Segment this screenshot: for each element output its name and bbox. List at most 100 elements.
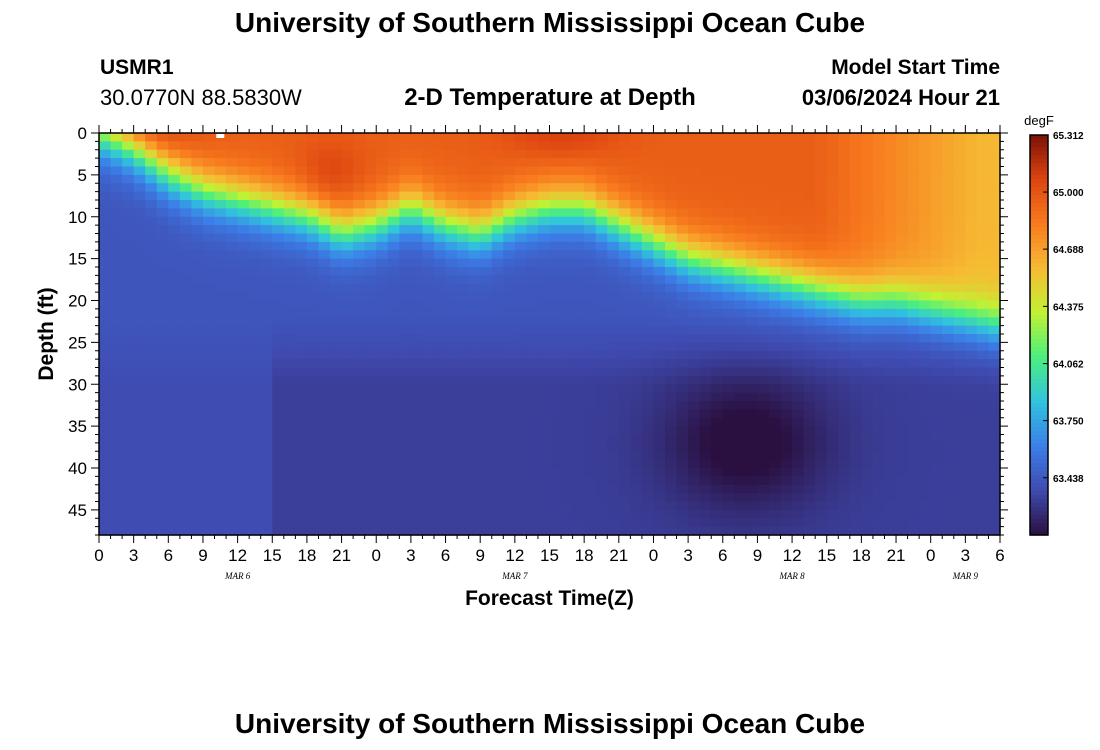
heatmap-cell: [295, 133, 308, 142]
heatmap-cell: [965, 459, 978, 469]
heatmap-cell: [884, 174, 897, 184]
heatmap-cell: [445, 518, 458, 528]
heatmap-cell: [549, 350, 562, 360]
x-tick-label: 15: [817, 546, 836, 565]
heatmap-cell: [306, 233, 320, 243]
heatmap-cell: [653, 158, 666, 168]
heatmap-cell: [537, 216, 551, 226]
heatmap-cell: [676, 518, 689, 528]
heatmap-cell: [815, 141, 828, 151]
heatmap-cell: [676, 258, 689, 268]
heatmap-cell: [514, 133, 527, 142]
heatmap-cell: [561, 308, 574, 318]
heatmap-cell: [722, 476, 735, 486]
heatmap-cell: [514, 141, 527, 151]
heatmap-cell: [445, 359, 458, 369]
heatmap-cell: [514, 258, 527, 268]
heatmap-cell: [734, 526, 747, 536]
heatmap-cell: [618, 300, 631, 310]
heatmap-cell: [156, 225, 169, 235]
heatmap-cell: [283, 334, 296, 343]
heatmap-cell: [676, 183, 689, 193]
heatmap-cell: [491, 225, 504, 235]
heatmap-cell: [364, 451, 377, 461]
heatmap-cell: [653, 401, 666, 410]
heatmap-cell: [792, 225, 805, 235]
heatmap-cell: [364, 476, 377, 486]
heatmap-cell: [318, 141, 331, 151]
heatmap-cell: [665, 434, 678, 444]
heatmap-cell: [99, 275, 112, 285]
heatmap-cell: [688, 350, 701, 360]
heatmap-cell: [353, 359, 366, 369]
heatmap-cell: [872, 149, 886, 159]
heatmap-cell: [237, 283, 250, 293]
heatmap-cell: [988, 392, 1001, 402]
heatmap-cell: [618, 183, 631, 193]
heatmap-cell: [237, 334, 250, 343]
heatmap-cell: [445, 434, 458, 444]
heatmap-cell: [191, 283, 204, 293]
heatmap-cell: [445, 401, 458, 410]
heatmap-cell: [376, 174, 389, 184]
heatmap-cell: [364, 325, 377, 335]
heatmap-cell: [110, 200, 123, 209]
heatmap-cell: [480, 459, 493, 469]
heatmap-cell: [237, 484, 250, 494]
heatmap-cell: [561, 493, 574, 503]
heatmap-cell: [202, 267, 216, 276]
heatmap-cell: [468, 141, 481, 151]
heatmap-cell: [260, 468, 273, 477]
heatmap-cell: [260, 292, 273, 302]
heatmap-cell: [133, 526, 146, 536]
heatmap-cell: [757, 451, 770, 461]
heatmap-cell: [226, 241, 239, 251]
heatmap-cell: [618, 141, 631, 151]
heatmap-cell: [884, 216, 897, 226]
heatmap-cell: [202, 459, 216, 469]
heatmap-cell: [768, 183, 782, 193]
heatmap-cell: [965, 292, 978, 302]
heatmap-cell: [514, 417, 527, 427]
heatmap-cell: [711, 476, 724, 486]
heatmap-cell: [953, 468, 966, 477]
heatmap-cell: [641, 191, 655, 201]
heatmap-cell: [711, 459, 724, 469]
heatmap-cell: [711, 308, 724, 318]
heatmap-cell: [665, 493, 678, 503]
heatmap-cell: [561, 166, 574, 176]
heatmap-cell: [214, 292, 227, 302]
heatmap-cell: [399, 392, 412, 402]
heatmap-cell: [133, 434, 146, 444]
heatmap-cell: [445, 141, 458, 151]
heatmap-cell: [942, 401, 955, 410]
colorbar-swatch: [1030, 183, 1048, 188]
heatmap-cell: [387, 468, 400, 477]
heatmap-cell: [896, 325, 909, 335]
heatmap-cell: [133, 442, 146, 452]
heatmap-cell: [618, 258, 631, 268]
heatmap-cell: [376, 375, 389, 385]
heatmap-cell: [884, 292, 897, 302]
heatmap-cell: [145, 484, 158, 494]
heatmap-cell: [99, 367, 112, 377]
heatmap-cell: [133, 501, 146, 511]
heatmap-cell: [549, 166, 562, 176]
heatmap-cell: [757, 191, 770, 201]
heatmap-cell: [318, 384, 331, 394]
heatmap-cell: [653, 308, 666, 318]
heatmap-cell: [249, 300, 262, 310]
heatmap-cell: [99, 241, 112, 251]
heatmap-cell: [676, 200, 689, 209]
heatmap-cell: [872, 501, 886, 511]
colorbar-swatch: [1030, 531, 1048, 536]
heatmap-cell: [676, 225, 689, 235]
heatmap-cell: [572, 317, 585, 327]
heatmap-cell: [491, 250, 504, 260]
heatmap-cell: [734, 334, 747, 343]
heatmap-cell: [884, 442, 897, 452]
heatmap-cell: [549, 216, 562, 226]
heatmap-cell: [988, 200, 1001, 209]
heatmap-cell: [676, 158, 689, 168]
heatmap-cell: [260, 451, 273, 461]
